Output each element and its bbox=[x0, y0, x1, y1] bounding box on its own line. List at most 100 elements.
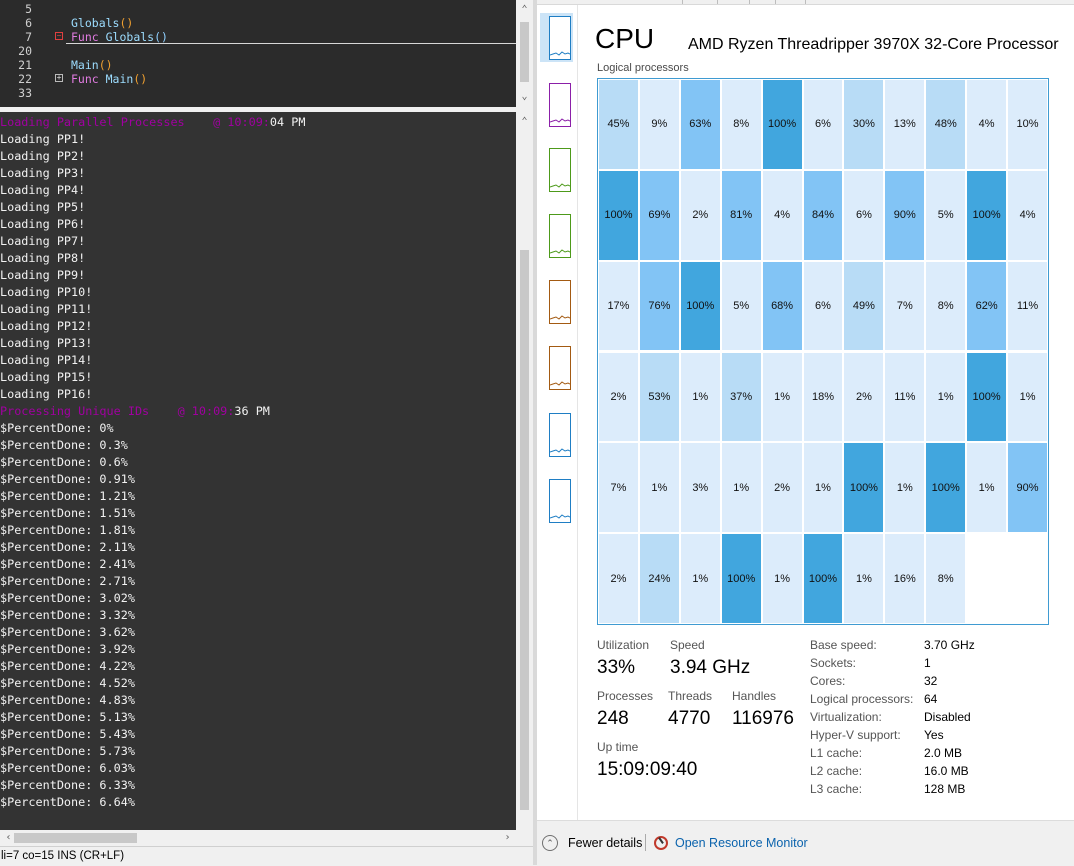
scroll-up-arrow-icon[interactable]: ⌃ bbox=[521, 4, 528, 15]
logical-processor-cell: 2% bbox=[598, 533, 639, 624]
code-token: () bbox=[119, 16, 134, 30]
pane-splitter[interactable] bbox=[0, 107, 533, 112]
console-text: Loading PP1! bbox=[0, 132, 86, 146]
sidebar-ethernet-0-graph[interactable] bbox=[540, 277, 573, 326]
uptime-label: Up time bbox=[597, 740, 639, 754]
console-text: Loading PP16! bbox=[0, 387, 93, 401]
sidebar-disk-0-graph[interactable] bbox=[540, 145, 573, 194]
logical-processor-cell: 1% bbox=[966, 442, 1008, 534]
console-line: $PercentDone: 5.73% bbox=[0, 743, 135, 760]
speed-label: Speed bbox=[670, 638, 705, 652]
logical-processor-cell: 16% bbox=[884, 533, 926, 624]
sidebar-gpu-0-graph[interactable] bbox=[540, 410, 573, 459]
console-text: $PercentDone: 2.41% bbox=[0, 557, 135, 571]
task-manager-window: CPU AMD Ryzen Threadripper 3970X 32-Core… bbox=[537, 0, 1074, 865]
tab-edge[interactable] bbox=[805, 0, 806, 4]
code-editor[interactable]: 5 6 Globals() 7− Func Globals() 20 21 Main() 22 +… bbox=[0, 0, 533, 107]
sidebar-gpu-1-graph[interactable] bbox=[540, 476, 573, 525]
logical-processor-cell: 81% bbox=[720, 169, 762, 261]
console-text: $PercentDone: 3.02% bbox=[0, 591, 135, 605]
sidebar-memory-graph[interactable] bbox=[540, 80, 573, 129]
scroll-down-arrow-icon[interactable]: ⌄ bbox=[521, 91, 528, 102]
editor-line[interactable]: 20 bbox=[0, 44, 516, 58]
console-line: Loading PP9! bbox=[0, 267, 85, 284]
fewer-details-button[interactable]: ⌃ Fewer details bbox=[542, 833, 642, 853]
scroll-right-arrow-icon[interactable]: › bbox=[504, 832, 511, 843]
console-text: $PercentDone: 0.91% bbox=[0, 472, 135, 486]
spec-value: 1 bbox=[924, 656, 931, 670]
logical-processor-cell: 6% bbox=[802, 260, 844, 352]
console-timestamp-suffix: 36 PM bbox=[234, 404, 270, 418]
console-text: $PercentDone: 6.33% bbox=[0, 778, 135, 792]
logical-processor-grid[interactable]: 45% 9% 63% 8% 100% 6% 30% 13% 48% 4% 10% 100% 69% 2% 8… bbox=[597, 78, 1049, 625]
logical-processor-cell: 2% bbox=[843, 351, 885, 443]
console-line: Loading PP6! bbox=[0, 216, 85, 233]
sidebar-cpu-graph[interactable] bbox=[540, 13, 573, 62]
console-text: $PercentDone: 4.22% bbox=[0, 659, 135, 673]
logical-processor-cell: 69% bbox=[638, 169, 680, 261]
editor-line[interactable]: 22 + Func Main() bbox=[0, 72, 516, 86]
line-number: 5 bbox=[25, 2, 32, 16]
vertical-scroll-thumb[interactable] bbox=[520, 250, 529, 810]
logical-processor-cell: 100% bbox=[966, 169, 1008, 261]
console-text: Loading PP8! bbox=[0, 251, 86, 265]
editor-line[interactable]: 6 Globals() bbox=[0, 16, 516, 30]
console-timestamp-prefix: @ 10:09: bbox=[184, 115, 270, 129]
logical-processor-cell: 1% bbox=[802, 442, 844, 534]
open-resource-monitor-link[interactable]: Open Resource Monitor bbox=[654, 833, 808, 853]
logical-processor-cell: 2% bbox=[761, 442, 803, 534]
console-text: $PercentDone: 6.64% bbox=[0, 795, 135, 809]
fold-expand-icon[interactable]: + bbox=[55, 73, 63, 82]
utilization-label: Utilization bbox=[597, 638, 650, 652]
logical-processor-cell: 8% bbox=[720, 79, 762, 170]
output-console[interactable]: Loading Parallel Processes @ 10:09:04 PM… bbox=[0, 112, 533, 830]
code-text: Func Globals() bbox=[71, 30, 168, 44]
logical-processor-cell: 4% bbox=[966, 79, 1008, 170]
editor-line[interactable]: 5 bbox=[0, 2, 516, 16]
logical-processor-cell: 1% bbox=[761, 533, 803, 624]
console-text: $PercentDone: 3.62% bbox=[0, 625, 135, 639]
editor-line[interactable]: 33 bbox=[0, 86, 516, 100]
logical-processor-cell: 24% bbox=[638, 533, 680, 624]
sidebar-disk-1-graph[interactable] bbox=[540, 211, 573, 260]
fold-collapse-icon[interactable]: − bbox=[55, 31, 63, 40]
scroll-left-arrow-icon[interactable]: ‹ bbox=[5, 832, 12, 843]
console-text: $PercentDone: 2.11% bbox=[0, 540, 135, 554]
sidebar-ethernet-1-graph[interactable] bbox=[540, 343, 573, 392]
memory-mini-graph-icon bbox=[549, 83, 571, 127]
spec-value: 2.0 MB bbox=[924, 746, 963, 760]
editor-vertical-scrollbar[interactable]: ⌃ ⌄ bbox=[516, 0, 533, 107]
console-line: Loading PP1! bbox=[0, 131, 85, 148]
console-vertical-scrollbar[interactable]: ⌃ bbox=[516, 112, 533, 830]
spec-value: Disabled bbox=[924, 710, 971, 724]
console-text: Processing Unique IDs bbox=[0, 404, 150, 418]
task-manager-footer: ⌃ Fewer details Open Resource Monitor bbox=[537, 820, 1074, 865]
spec-label: Hyper-V support: bbox=[810, 728, 901, 742]
code-text: Globals() bbox=[71, 16, 133, 30]
console-text: Loading PP2! bbox=[0, 149, 86, 163]
console-line: Loading PP3! bbox=[0, 165, 85, 182]
editor-line[interactable]: 7 − Func Globals() bbox=[0, 30, 516, 44]
console-line: $PercentDone: 6.03% bbox=[0, 760, 135, 777]
fewer-details-label: Fewer details bbox=[568, 836, 643, 850]
tab-edge[interactable] bbox=[775, 0, 776, 4]
console-horizontal-scrollbar[interactable]: ‹ › bbox=[0, 830, 516, 846]
logical-processor-cell: 4% bbox=[1007, 169, 1048, 261]
tab-edge[interactable] bbox=[717, 0, 718, 4]
code-token: () bbox=[154, 30, 168, 44]
logical-processor-cell: 4% bbox=[761, 169, 803, 261]
logical-processor-cell: 18% bbox=[802, 351, 844, 443]
line-number: 22 bbox=[18, 72, 32, 86]
vertical-scroll-thumb[interactable] bbox=[520, 22, 529, 82]
tab-edge[interactable] bbox=[749, 0, 750, 4]
horizontal-scroll-thumb[interactable] bbox=[14, 833, 137, 843]
logical-processor-cell: 5% bbox=[720, 260, 762, 352]
tab-edge[interactable] bbox=[682, 0, 683, 4]
editor-line[interactable]: 21 Main() bbox=[0, 58, 516, 72]
logical-processor-cell: 11% bbox=[1007, 260, 1048, 352]
uptime-value: 15:09:09:40 bbox=[597, 759, 698, 780]
processes-value: 248 bbox=[597, 708, 629, 729]
console-text: Loading PP4! bbox=[0, 183, 86, 197]
disk-0-mini-graph-icon bbox=[549, 148, 571, 192]
scroll-up-arrow-icon[interactable]: ⌃ bbox=[521, 116, 528, 127]
